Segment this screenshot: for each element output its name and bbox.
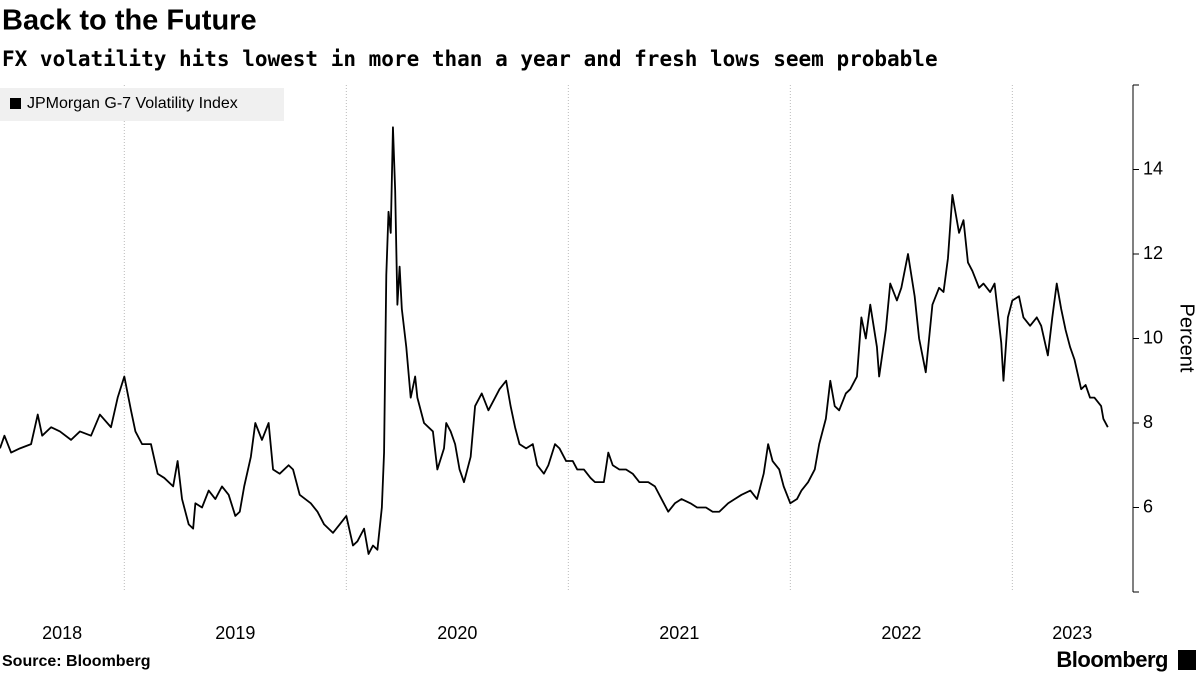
legend-label: JPMorgan G-7 Volatility Index [27,95,238,112]
x-tick-label: 2019 [215,623,255,643]
chart-title: Back to the Future [2,5,257,37]
x-tick-label: 2020 [437,623,477,643]
x-tick-label: 2023 [1052,623,1092,643]
y-tick-label: 12 [1143,243,1163,263]
logo: Bloomberg [1056,647,1168,672]
y-axis-label: Percent [1176,304,1198,373]
legend-box [0,88,284,121]
x-tick-label: 2021 [659,623,699,643]
series-line [0,126,1109,555]
y-tick-label: 8 [1143,412,1153,432]
y-tick-label: 6 [1143,496,1153,516]
logo-icon [1178,650,1196,670]
x-tick-label: 2018 [42,623,82,643]
chart-subtitle: FX volatility hits lowest in more than a… [2,47,938,71]
x-tick-label: 2022 [881,623,921,643]
legend-swatch [10,98,21,109]
y-tick-label: 10 [1143,327,1163,347]
source: Source: Bloomberg [2,653,150,670]
y-tick-label: 14 [1143,158,1163,178]
